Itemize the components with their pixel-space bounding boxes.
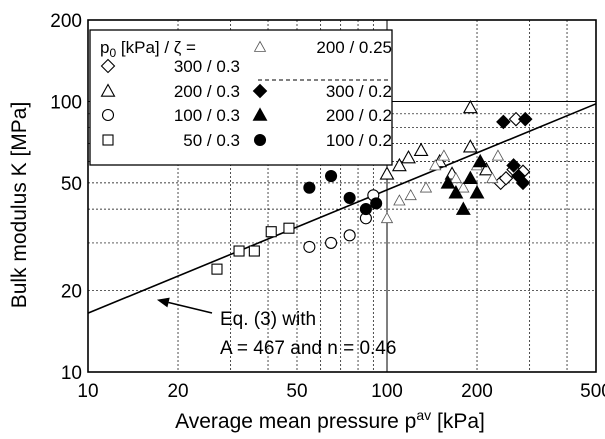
data-point [343, 191, 356, 204]
data-point [462, 139, 478, 153]
data-point [448, 185, 464, 199]
plot-frame [87, 19, 597, 373]
data-point [393, 194, 406, 206]
data-point [401, 149, 416, 164]
data-point [283, 222, 295, 234]
data-point [449, 171, 463, 184]
y-tick-label: 10 [61, 363, 82, 384]
legend-label: 200 / 0.2 [326, 106, 392, 125]
data-point [498, 171, 514, 186]
x-axis-ticks: 10 20 50 100 200 500 [77, 381, 605, 402]
x-tick-label: 200 [461, 381, 493, 402]
legend-marker [102, 134, 114, 146]
data-point [325, 169, 338, 183]
data-point [370, 197, 383, 210]
legend-label: 200 / 0.3 [174, 82, 240, 101]
legend-label: 200 / 0.25 [316, 38, 392, 57]
legend-marker [252, 83, 268, 99]
legend-title-main: p [100, 38, 109, 57]
x-tick-label: 20 [167, 381, 188, 402]
data-point [517, 111, 533, 127]
annotation-line-2: A = 467 and n = 0.46 [220, 338, 396, 359]
annotation-line-1: Eq. (3) with [220, 309, 316, 330]
x-tick-label: 10 [77, 381, 98, 402]
legend-marker [252, 107, 268, 121]
y-tick-label: 50 [61, 174, 82, 195]
legend-marker [101, 108, 115, 122]
data-markers [211, 99, 533, 275]
y-axis-ticks: 10 20 50 100 200 [50, 11, 82, 384]
data-point [457, 181, 470, 193]
legend-marker [253, 133, 267, 147]
data-point [325, 236, 338, 249]
data-point [211, 263, 223, 275]
data-point [472, 153, 488, 168]
legend-label: 50 / 0.3 [183, 131, 240, 150]
x-axis-label-unit: [kPa] [431, 410, 485, 433]
annotation-arrow-line [168, 301, 213, 314]
annotation-arrow-head [156, 297, 170, 308]
legend-box [89, 29, 393, 166]
data-point [469, 185, 485, 199]
legend: p0 [kPa] / ζ = 300 / 0.3 200 / 0.3 100 / 0… [89, 29, 393, 166]
data-point [265, 226, 277, 238]
y-tick-label: 100 [50, 92, 82, 113]
data-point [379, 166, 395, 180]
data-point [455, 201, 471, 215]
data-point [429, 159, 442, 171]
data-point [491, 149, 505, 161]
x-tick-label: 500 [580, 381, 605, 402]
data-point [462, 170, 478, 185]
data-point [437, 149, 451, 161]
data-point [404, 188, 417, 201]
legend-label: 100 / 0.2 [326, 131, 392, 150]
data-point [478, 161, 494, 176]
data-point [248, 245, 260, 257]
y-tick-label: 20 [61, 282, 82, 303]
x-axis-label-main: Average mean pressure p [175, 410, 416, 433]
y-axis-label: Bulk modulus K [MPa] [8, 102, 31, 309]
data-point [515, 175, 531, 191]
data-point [413, 142, 429, 157]
data-point [419, 181, 433, 193]
data-point [380, 211, 394, 224]
legend-title-rest: [kPa] / ζ = [116, 38, 196, 57]
x-axis-label-sup: av [416, 407, 431, 423]
data-point [391, 157, 407, 172]
data-point [233, 245, 245, 257]
legend-entries: 300 / 0.3 200 / 0.3 100 / 0.3 50 / 0.3 200 /… [100, 38, 392, 150]
data-point [486, 171, 499, 184]
x-tick-label: 100 [371, 381, 403, 402]
data-point [343, 229, 356, 242]
data-point [303, 240, 316, 253]
data-point [359, 203, 372, 216]
legend-title-sub: 0 [109, 46, 116, 60]
fit-line [87, 103, 597, 314]
legend-title: p0 [kPa] / ζ = [100, 38, 196, 60]
data-point [496, 114, 511, 130]
data-point [303, 181, 316, 194]
legend-marker [100, 58, 116, 74]
legend-label: 300 / 0.3 [174, 57, 240, 76]
data-point [440, 175, 456, 189]
x-axis-label: Average mean pressure pav [kPa] [175, 407, 485, 433]
legend-label: 300 / 0.2 [326, 82, 392, 101]
x-tick-label: 50 [286, 381, 307, 402]
annotation: Eq. (3) with A = 467 and n = 0.46 [156, 297, 396, 359]
legend-marker [100, 83, 116, 97]
data-point [462, 99, 478, 114]
legend-label: 100 / 0.3 [174, 106, 240, 125]
legend-marker [253, 40, 267, 52]
data-point [506, 158, 521, 173]
y-tick-label: 200 [50, 11, 82, 32]
